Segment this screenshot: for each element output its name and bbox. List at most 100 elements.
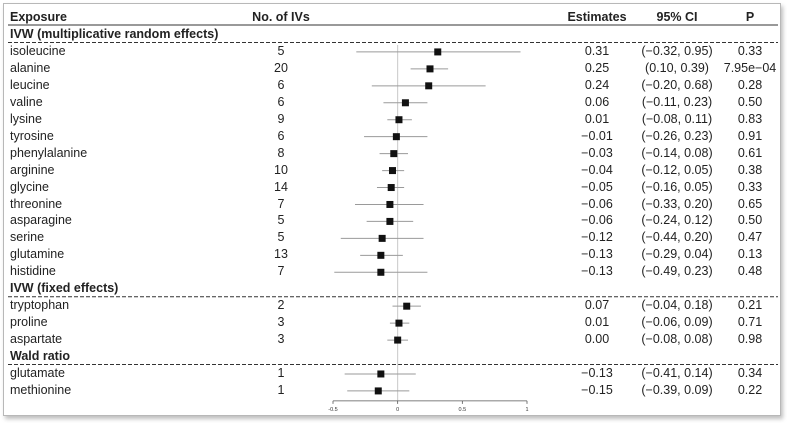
exposure-label: tyrosine [10, 128, 54, 143]
x-tick-label: 0.5 [459, 407, 467, 413]
p-value: 0.98 [737, 332, 763, 347]
p-value: 7.95e−04 [723, 60, 777, 75]
header-exposure: Exposure [10, 10, 67, 24]
exposure-label: lysine [10, 111, 42, 126]
ci-value: (−0.26, 0.23) [641, 128, 713, 143]
point-estimate [388, 167, 396, 175]
estimate-value: 0.00 [584, 332, 610, 347]
p-value: 0.83 [737, 111, 763, 126]
p-value: 0.48 [737, 264, 763, 279]
ci-value: (0.10, 0.39) [645, 60, 709, 75]
exposure-label: asparagine [10, 213, 72, 228]
point-estimate [386, 200, 394, 208]
point-estimate [392, 133, 400, 141]
iv-count: 6 [277, 77, 285, 92]
iv-count: 7 [277, 196, 285, 211]
iv-count: 5 [277, 213, 285, 228]
estimate-value: −0.04 [581, 162, 613, 177]
point-estimate [390, 150, 398, 158]
ci-value: (−0.33, 0.20) [641, 196, 713, 211]
ci-value: (−0.16, 0.05) [641, 179, 713, 194]
x-tick-label: 0 [396, 407, 399, 413]
p-value: 0.28 [737, 77, 763, 92]
estimate-value: 0.07 [584, 298, 610, 313]
exposure-label: alanine [10, 60, 51, 75]
ci-value: (−0.24, 0.12) [641, 213, 713, 228]
ci-value: (−0.04, 0.18) [641, 298, 713, 313]
estimate-value: 0.06 [584, 94, 610, 109]
point-estimate [386, 217, 394, 225]
point-estimate [377, 268, 385, 276]
section-title: IVW (fixed effects) [10, 281, 119, 296]
point-estimate [377, 370, 385, 378]
iv-count: 5 [277, 230, 285, 245]
estimate-value: −0.12 [581, 230, 613, 245]
forest-plot-frame [3, 3, 781, 416]
exposure-label: isoleucine [10, 43, 66, 58]
estimate-value: −0.03 [581, 145, 613, 160]
p-value: 0.33 [737, 179, 763, 194]
p-value: 0.61 [737, 145, 763, 160]
exposure-label: leucine [10, 77, 50, 92]
exposure-label: glutamine [10, 247, 65, 262]
estimate-value: −0.06 [581, 213, 613, 228]
section-title: IVW (multiplicative random effects) [10, 27, 219, 41]
p-value: 0.21 [737, 298, 763, 313]
iv-count: 10 [274, 162, 288, 177]
estimate-value: −0.05 [581, 179, 613, 194]
point-estimate [374, 387, 382, 395]
ci-value: (−0.41, 0.14) [641, 366, 713, 380]
iv-count: 5 [277, 43, 285, 58]
point-estimate [377, 251, 385, 259]
estimate-value: 0.24 [584, 77, 610, 92]
ci-value: (−0.32, 0.95) [641, 43, 713, 58]
p-value: 0.65 [737, 196, 763, 211]
estimate-value: −0.13 [581, 247, 613, 262]
exposure-label: phenylalanine [10, 145, 88, 160]
header-p: P [745, 10, 755, 24]
iv-count: 14 [274, 179, 288, 194]
p-value: 0.71 [737, 315, 763, 330]
exposure-label: threonine [10, 196, 63, 211]
p-value: 0.50 [737, 94, 763, 109]
iv-count: 3 [277, 315, 285, 330]
header-no-of-ivs: No. of IVs [252, 10, 310, 24]
p-value: 0.50 [737, 213, 763, 228]
ci-value: (−0.49, 0.23) [641, 264, 713, 279]
point-estimate [387, 184, 395, 192]
exposure-label: valine [10, 94, 43, 109]
iv-count: 20 [274, 60, 288, 75]
iv-count: 6 [277, 94, 285, 109]
point-estimate [425, 82, 433, 90]
exposure-label: glycine [10, 179, 49, 194]
iv-count: 3 [277, 332, 285, 347]
ci-value: (−0.08, 0.11) [641, 111, 713, 126]
estimate-value: −0.01 [581, 128, 613, 143]
point-estimate [434, 48, 442, 56]
estimate-value: −0.15 [581, 382, 613, 397]
section-title: Wald ratio [10, 349, 70, 364]
exposure-label: tryptophan [10, 298, 70, 313]
exposure-label: proline [10, 315, 48, 330]
x-tick-label: 1 [525, 407, 528, 413]
p-value: 0.13 [737, 247, 763, 262]
estimate-value: 0.01 [584, 111, 610, 126]
estimate-value: −0.06 [581, 196, 613, 211]
point-estimate [403, 302, 411, 310]
estimate-value: −0.13 [581, 366, 613, 380]
iv-count: 6 [277, 128, 285, 143]
exposure-label: aspartate [10, 332, 63, 347]
iv-count: 1 [277, 382, 285, 397]
exposure-label: glutamate [10, 366, 65, 380]
estimate-value: 0.01 [584, 315, 610, 330]
p-value: 0.22 [737, 382, 763, 397]
point-estimate [401, 99, 409, 107]
point-estimate [395, 116, 403, 124]
header-estimates: Estimates [567, 10, 627, 24]
p-value: 0.33 [737, 43, 763, 58]
p-value: 0.34 [737, 366, 763, 380]
estimate-value: −0.13 [581, 264, 613, 279]
p-value: 0.38 [737, 162, 763, 177]
exposure-label: arginine [10, 162, 55, 177]
ci-value: (−0.11, 0.23) [641, 94, 713, 109]
